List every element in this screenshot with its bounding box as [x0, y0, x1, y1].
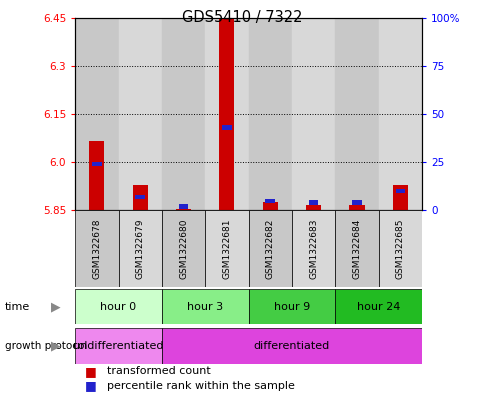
Text: time: time — [5, 301, 30, 312]
Text: ■: ■ — [85, 379, 96, 393]
Bar — [248, 289, 334, 324]
Bar — [176, 209, 191, 210]
Text: GSM1322678: GSM1322678 — [92, 219, 101, 279]
Bar — [75, 289, 162, 324]
Bar — [392, 185, 407, 210]
Text: GSM1322682: GSM1322682 — [265, 219, 274, 279]
Bar — [118, 210, 162, 287]
Text: GDS5410 / 7322: GDS5410 / 7322 — [182, 10, 302, 25]
Text: GSM1322685: GSM1322685 — [395, 219, 404, 279]
Text: hour 3: hour 3 — [187, 301, 223, 312]
Bar — [248, 210, 291, 287]
Text: GSM1322680: GSM1322680 — [179, 219, 188, 279]
Text: hour 0: hour 0 — [100, 301, 136, 312]
Text: ▶: ▶ — [51, 339, 60, 353]
Bar — [205, 18, 248, 210]
Text: ▶: ▶ — [51, 300, 60, 313]
Text: GSM1322679: GSM1322679 — [136, 219, 144, 279]
Text: differentiated: differentiated — [253, 341, 329, 351]
Bar — [118, 18, 162, 210]
Bar — [179, 204, 188, 209]
Bar — [291, 18, 334, 210]
Bar — [394, 189, 404, 193]
Bar — [89, 141, 104, 210]
Bar — [265, 198, 274, 203]
Bar — [222, 125, 231, 130]
Text: percentile rank within the sample: percentile rank within the sample — [106, 381, 294, 391]
Text: growth protocol: growth protocol — [5, 341, 87, 351]
Text: transformed count: transformed count — [106, 366, 210, 376]
Bar — [378, 18, 421, 210]
Text: undifferentiated: undifferentiated — [73, 341, 164, 351]
Bar — [219, 19, 234, 210]
Bar — [132, 185, 148, 210]
Text: GSM1322683: GSM1322683 — [308, 219, 318, 279]
Bar — [205, 210, 248, 287]
Bar — [75, 210, 118, 287]
Bar — [291, 210, 334, 287]
Bar — [262, 202, 277, 210]
Bar — [308, 200, 318, 205]
Text: hour 24: hour 24 — [356, 301, 399, 312]
Bar — [305, 206, 320, 210]
Bar — [348, 206, 364, 210]
Bar — [92, 162, 102, 166]
Bar — [75, 328, 162, 364]
Bar — [162, 328, 421, 364]
Bar — [135, 195, 145, 199]
Bar — [162, 210, 205, 287]
Bar — [248, 18, 291, 210]
Text: hour 9: hour 9 — [273, 301, 309, 312]
Bar — [378, 210, 421, 287]
Bar — [162, 18, 205, 210]
Text: ■: ■ — [85, 365, 96, 378]
Bar — [334, 289, 421, 324]
Bar — [351, 200, 361, 205]
Text: GSM1322684: GSM1322684 — [352, 219, 361, 279]
Text: GSM1322681: GSM1322681 — [222, 219, 231, 279]
Bar — [334, 18, 378, 210]
Bar — [75, 18, 118, 210]
Bar — [334, 210, 378, 287]
Bar — [162, 289, 248, 324]
